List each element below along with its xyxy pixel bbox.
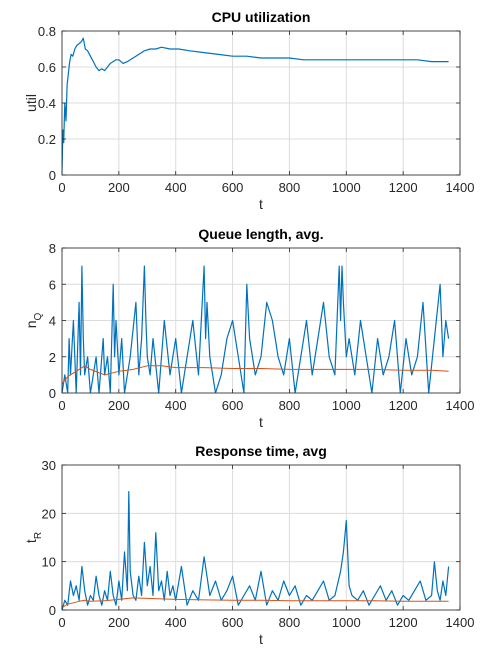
y-tick-label: 20 [42, 506, 56, 521]
x-tick-label: 1400 [446, 398, 475, 413]
x-tick-label: 400 [165, 180, 187, 195]
x-tick-label: 600 [222, 398, 244, 413]
x-tick-label: 1000 [332, 180, 361, 195]
y-tick-label: 0 [49, 386, 56, 401]
x-tick-label: 800 [279, 615, 301, 630]
x-tick-label: 0 [58, 180, 65, 195]
y-axis-label: util [23, 94, 39, 112]
series-group [62, 491, 450, 610]
y-tick-label: 2 [49, 350, 56, 365]
chart-title: Response time, avg [195, 443, 327, 459]
y-tick-label: 0.6 [38, 60, 56, 75]
y-tick-label: 8 [49, 241, 56, 256]
x-tick-label: 1200 [389, 398, 418, 413]
series-line-1 [62, 37, 449, 172]
series-line-1 [62, 265, 450, 393]
chart-panel-2: 0 200 400 600 800 1000 1200 1400 0 2 4 6 8 Queue leng… [23, 226, 474, 430]
x-tick-label: 600 [222, 180, 244, 195]
chart-title: Queue length, avg. [198, 226, 323, 242]
x-axis-label: t [259, 631, 263, 647]
y-tick-label: 0 [49, 603, 56, 618]
y-axis-label-subscript: R [33, 532, 44, 539]
y-tick-label: 4 [49, 314, 56, 329]
x-tick-label: 1200 [389, 615, 418, 630]
series-group [62, 265, 450, 393]
series-line-1 [62, 491, 450, 610]
y-tick-label: 0.8 [38, 24, 56, 39]
y-tick-label: 0.2 [38, 132, 56, 147]
y-axis-label: tR [23, 532, 44, 543]
chart-panel-1: 0 200 400 600 800 1000 1200 1400 0 0.2 0.4 0.6 0.8 CP… [23, 9, 474, 212]
x-tick-label: 0 [58, 398, 65, 413]
x-tick-label: 600 [222, 615, 244, 630]
x-tick-label: 800 [279, 180, 301, 195]
y-tick-label: 6 [49, 277, 56, 292]
x-tick-label: 200 [108, 615, 130, 630]
x-tick-label: 1400 [446, 615, 475, 630]
x-axis-label: t [259, 414, 263, 430]
x-tick-label: 400 [165, 615, 187, 630]
y-axis-label: nQ [23, 312, 44, 328]
chart-panel-3: 0 200 400 600 800 1000 1200 1400 0 10 20 30 Response… [23, 443, 474, 647]
x-tick-label: 1200 [389, 180, 418, 195]
x-tick-label: 1000 [332, 615, 361, 630]
chart-title: CPU utilization [212, 9, 311, 25]
x-tick-label: 200 [108, 398, 130, 413]
x-tick-label: 200 [108, 180, 130, 195]
x-axis-label: t [259, 196, 263, 212]
y-tick-label: 30 [42, 458, 56, 473]
y-tick-label: 0.4 [38, 96, 56, 111]
series-line-2 [62, 365, 449, 385]
y-axis-label-subscript: Q [33, 312, 44, 320]
x-tick-label: 800 [279, 398, 301, 413]
y-tick-label: 0 [49, 168, 56, 183]
x-tick-label: 0 [58, 615, 65, 630]
x-tick-label: 1000 [332, 398, 361, 413]
x-tick-label: 1400 [446, 180, 475, 195]
series-group [62, 37, 449, 172]
y-tick-label: 10 [42, 555, 56, 570]
x-tick-label: 400 [165, 398, 187, 413]
series-line-2 [62, 597, 449, 609]
axes-frame [61, 464, 461, 611]
